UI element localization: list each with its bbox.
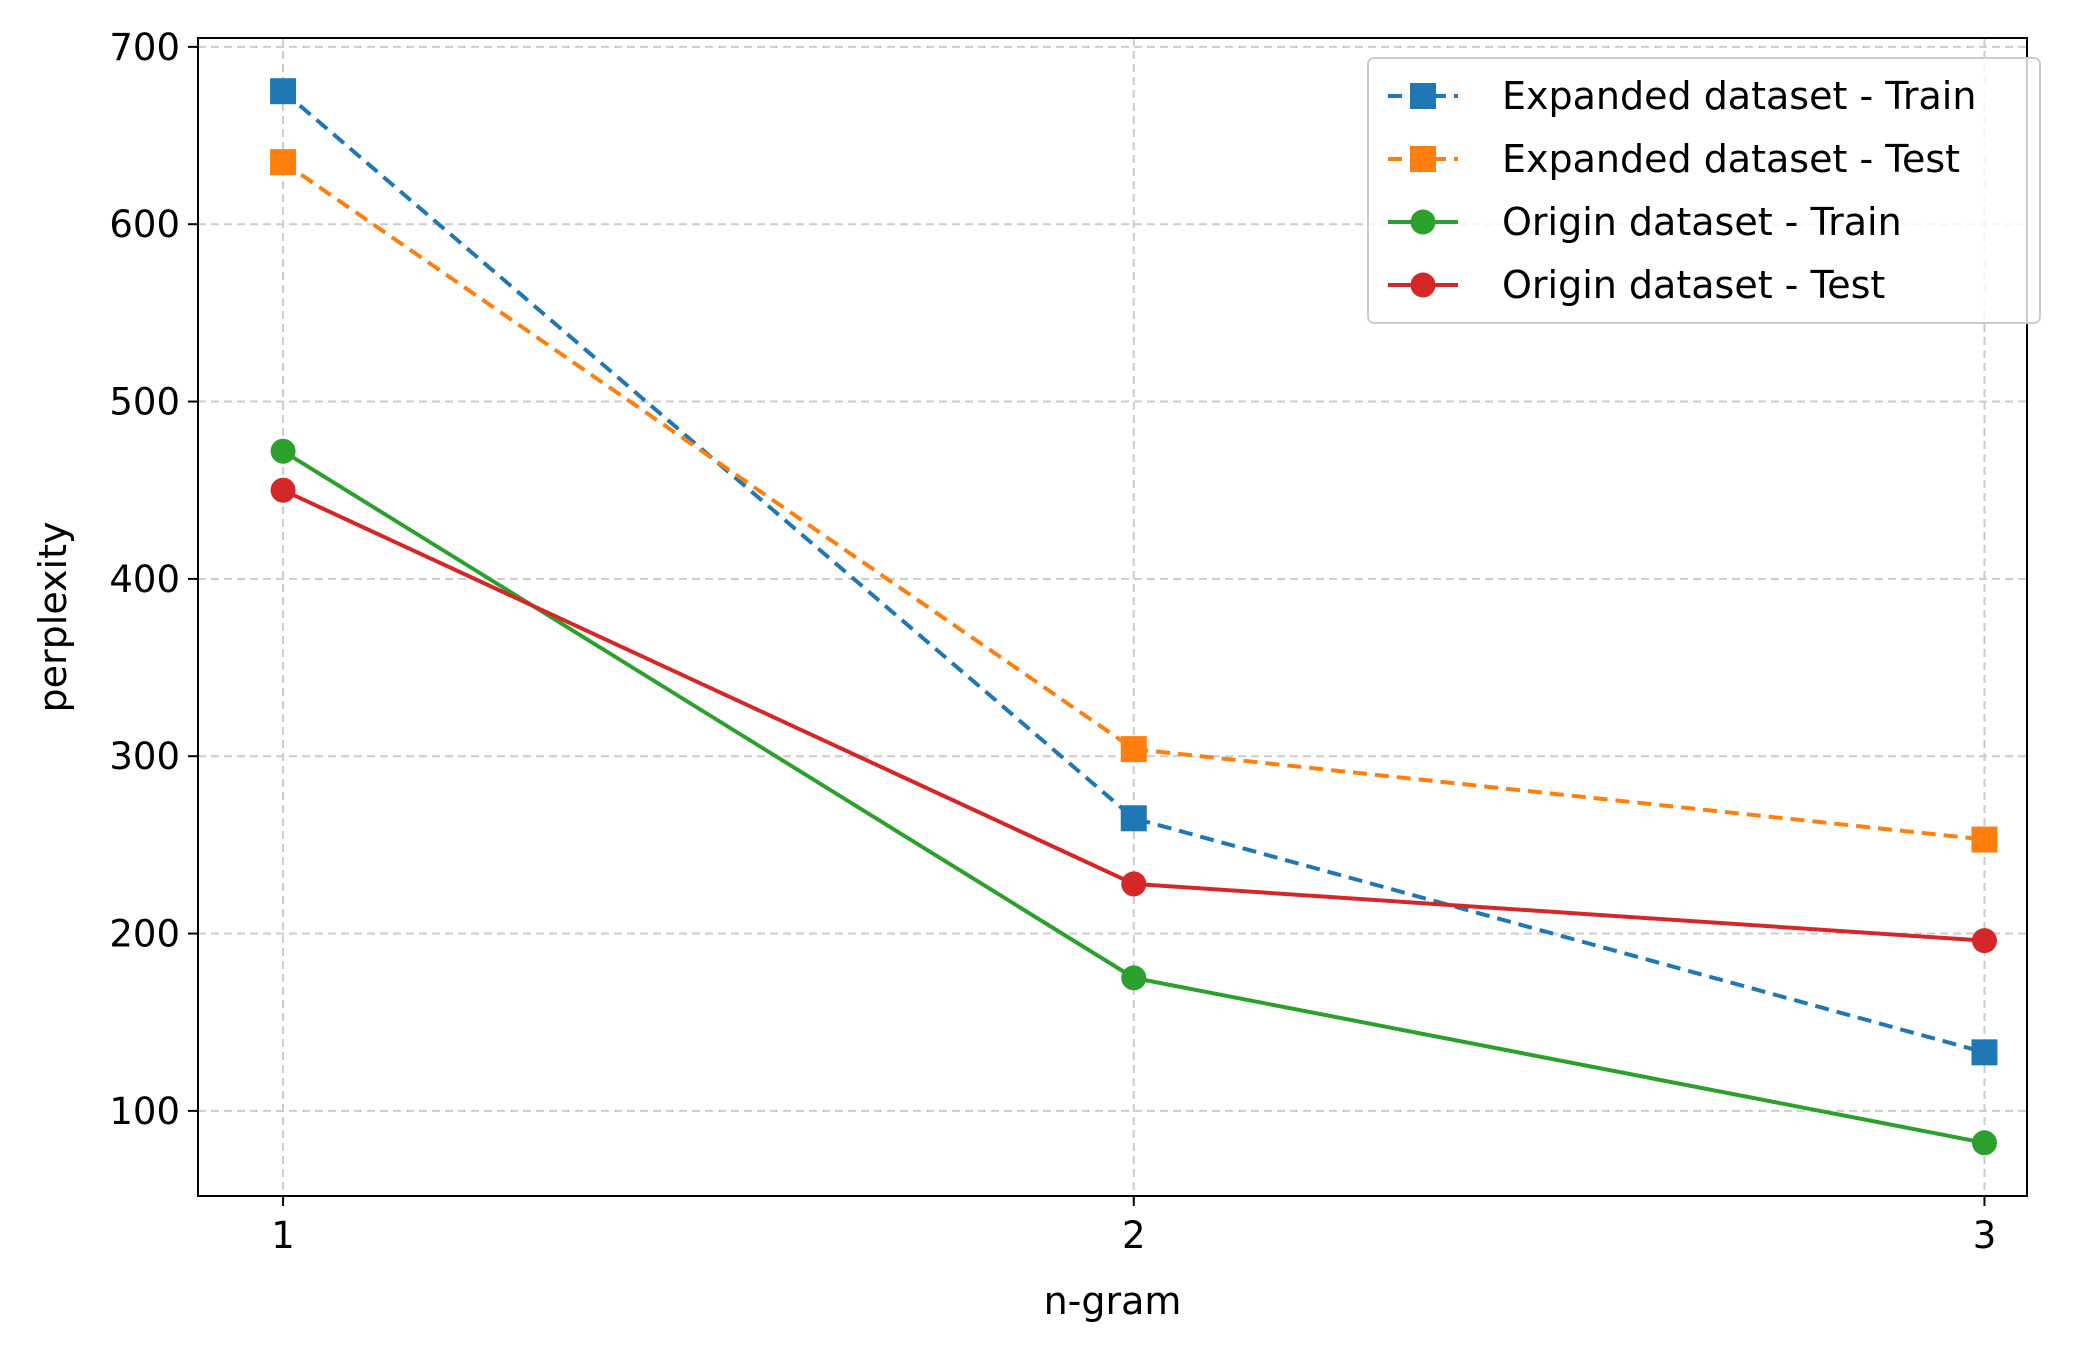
y-tick-label: 100: [109, 1090, 180, 1133]
legend-box: [1367, 57, 2041, 324]
x-tick-label: 2: [1122, 1214, 1146, 1257]
y-tick-label: 500: [109, 381, 180, 424]
y-axis: 100 200 300 400 500 600 700: [109, 26, 198, 1133]
data-point: [1971, 1130, 1997, 1156]
data-point: [1121, 965, 1147, 991]
x-tick-label: 1: [271, 1214, 295, 1257]
legend: Expanded dataset - Train Expanded dataset…: [1367, 57, 2041, 324]
legend-label: Origin dataset - Test: [1502, 263, 1885, 307]
grid: [198, 38, 2027, 1196]
data-point: [1971, 1039, 1998, 1066]
series-1: [270, 78, 1998, 1066]
data-point: [1971, 826, 1998, 853]
y-tick-label: 700: [109, 26, 180, 69]
y-tick-label: 200: [109, 913, 180, 956]
series-2: [270, 149, 1998, 853]
data-point: [1120, 736, 1147, 763]
y-tick-label: 400: [109, 558, 180, 601]
series-3: [270, 438, 1997, 1156]
legend-label: Origin dataset - Train: [1502, 200, 1902, 244]
data-point: [270, 477, 296, 503]
data-point: [1121, 871, 1147, 897]
series-4: [270, 477, 1997, 954]
y-tick-label: 600: [109, 203, 180, 246]
plot-frame: [197, 37, 2028, 1197]
y-tick-label: 300: [109, 735, 180, 778]
data-point: [270, 438, 296, 464]
y-axis-label: perplexity: [31, 522, 75, 713]
series-line: [281, 89, 1985, 1055]
series-group: [270, 78, 1998, 1156]
data-point: [270, 78, 297, 105]
legend-label: Expanded dataset - Train: [1502, 74, 1976, 118]
x-tick-label: 3: [1973, 1214, 1997, 1257]
legend-marker: [1410, 272, 1436, 298]
x-axis-label: n-gram: [1044, 1279, 1182, 1323]
data-point: [1120, 805, 1147, 832]
x-axis: 1 2 3: [271, 1196, 1996, 1257]
legend-marker: [1410, 146, 1436, 172]
legend-marker: [1410, 83, 1436, 109]
data-point: [1971, 928, 1997, 954]
legend-label: Expanded dataset - Test: [1502, 137, 1960, 181]
legend-marker: [1410, 209, 1436, 235]
data-point: [270, 149, 297, 176]
